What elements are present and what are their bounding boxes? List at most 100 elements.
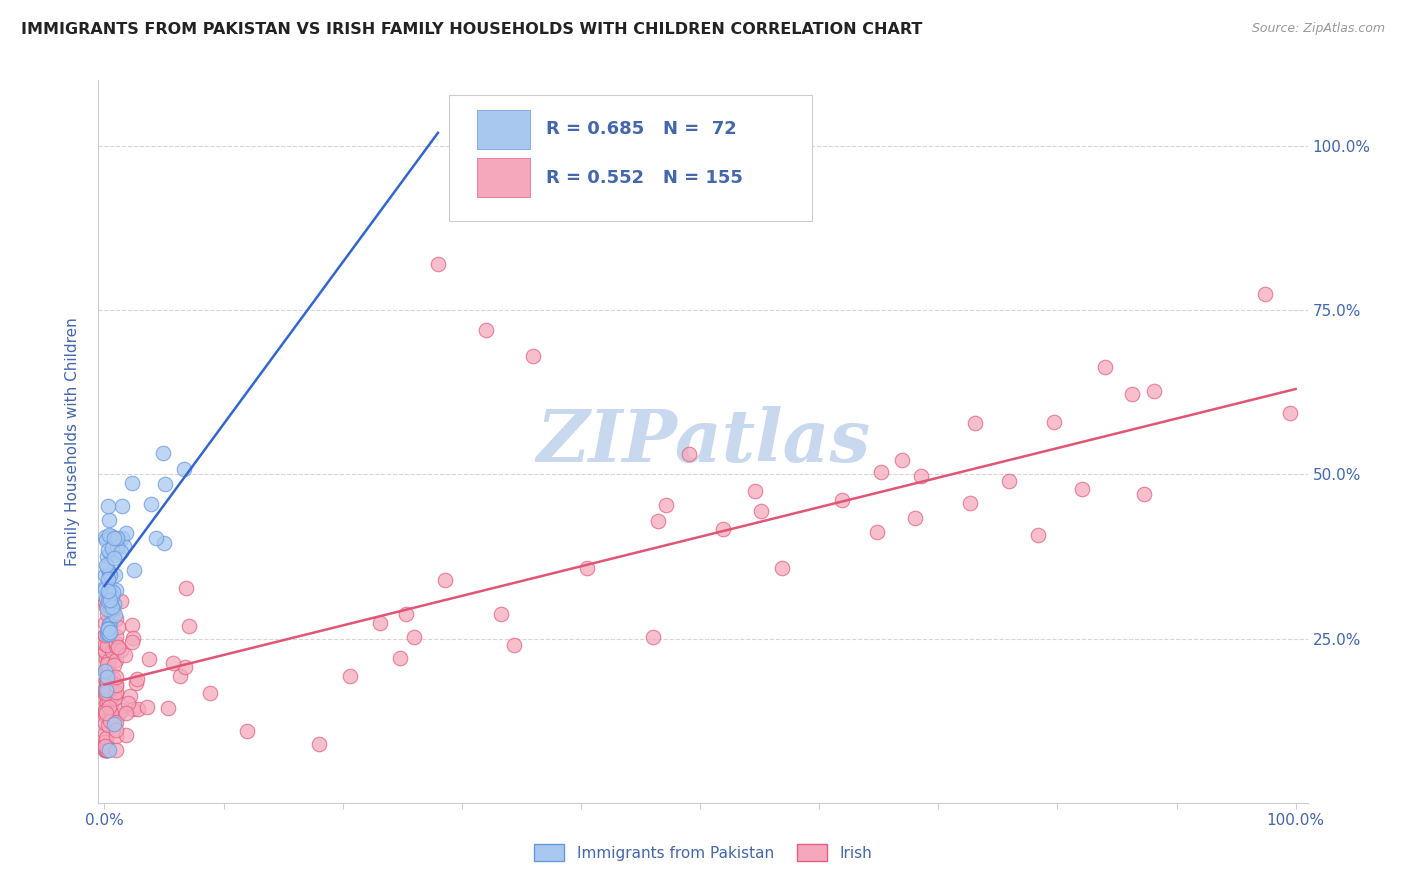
Point: [96, 670, 118, 684]
Point: [93, 742, 115, 756]
Point: [100, 674, 122, 689]
Point: [339, 669, 361, 683]
Point: [145, 531, 167, 545]
Text: IMMIGRANTS FROM PAKISTAN VS IRISH FAMILY HOUSEHOLDS WITH CHILDREN CORRELATION CH: IMMIGRANTS FROM PAKISTAN VS IRISH FAMILY…: [21, 22, 922, 37]
Point: [678, 447, 700, 461]
Point: [98, 705, 121, 719]
Point: [558, 126, 581, 140]
Point: [96, 684, 118, 698]
Point: [127, 702, 149, 716]
Point: [112, 539, 135, 553]
Point: [534, 126, 557, 140]
Point: [94, 673, 117, 688]
Point: [117, 696, 139, 710]
Point: [569, 126, 592, 140]
Point: [489, 607, 512, 621]
Point: [98, 616, 121, 631]
Point: [105, 670, 128, 684]
Point: [97, 565, 120, 579]
Point: [96, 667, 118, 681]
Point: [100, 619, 122, 633]
Point: [97, 513, 120, 527]
Point: [152, 445, 174, 459]
Point: [121, 634, 143, 648]
Point: [94, 706, 117, 721]
Point: [98, 714, 121, 729]
Point: [711, 522, 734, 536]
Point: [105, 685, 128, 699]
Point: [125, 672, 148, 686]
Point: [575, 560, 598, 574]
Point: [104, 608, 127, 623]
Point: [198, 686, 221, 700]
Point: [111, 703, 134, 717]
Point: [98, 601, 121, 615]
Point: [891, 453, 914, 467]
Point: [107, 620, 129, 634]
Point: [94, 707, 117, 722]
FancyBboxPatch shape: [449, 95, 811, 221]
Point: [98, 546, 121, 560]
Point: [503, 639, 526, 653]
Point: [94, 674, 117, 689]
Point: [173, 462, 195, 476]
Point: [1071, 482, 1094, 496]
Point: [98, 743, 121, 757]
Point: [582, 126, 605, 140]
Point: [94, 696, 117, 710]
Point: [641, 631, 664, 645]
Point: [96, 560, 118, 574]
Point: [97, 594, 120, 608]
Point: [308, 737, 330, 751]
Point: [94, 688, 117, 702]
Point: [1278, 406, 1301, 420]
Point: [138, 652, 160, 666]
Point: [395, 607, 418, 621]
Point: [98, 681, 121, 695]
Point: [121, 476, 143, 491]
Point: [94, 743, 117, 757]
Point: [114, 526, 136, 541]
Point: [388, 650, 411, 665]
Point: [105, 729, 128, 743]
Point: [101, 607, 124, 621]
Point: [94, 644, 117, 658]
Point: [107, 707, 129, 722]
Point: [96, 602, 118, 616]
Point: [546, 126, 568, 140]
Point: [98, 619, 121, 633]
Point: [96, 680, 118, 694]
Point: [100, 568, 122, 582]
Text: ZIPatlas: ZIPatlas: [536, 406, 870, 477]
Point: [94, 681, 117, 696]
Point: [96, 627, 118, 641]
Point: [97, 674, 120, 689]
Point: [96, 659, 118, 673]
Point: [100, 697, 122, 711]
Point: [94, 743, 117, 757]
Point: [105, 678, 128, 692]
Point: [1043, 415, 1066, 429]
Point: [94, 733, 117, 747]
Point: [910, 469, 932, 483]
Point: [97, 584, 120, 599]
Legend: Immigrants from Pakistan, Irish: Immigrants from Pakistan, Irish: [527, 838, 879, 867]
Point: [96, 549, 118, 563]
Point: [1121, 387, 1143, 401]
Point: [97, 653, 120, 667]
Point: [869, 466, 891, 480]
Point: [97, 636, 120, 650]
Point: [98, 582, 121, 596]
Point: [96, 607, 118, 622]
Point: [1094, 359, 1116, 374]
Point: [94, 688, 117, 702]
Point: [173, 659, 195, 673]
Point: [96, 731, 118, 745]
Point: [103, 686, 125, 700]
Point: [370, 616, 392, 631]
Point: [94, 582, 117, 597]
Point: [103, 531, 125, 545]
Point: [101, 644, 124, 658]
Point: [103, 597, 125, 611]
Point: [97, 663, 120, 677]
